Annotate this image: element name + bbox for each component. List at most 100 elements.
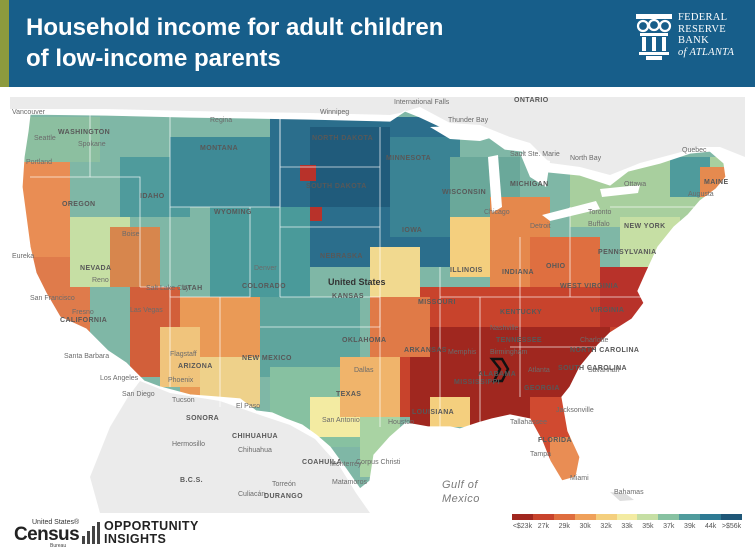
city-label: Flagstaff (170, 351, 197, 358)
state-label: COLORADO (242, 283, 287, 290)
city-label: El Paso (236, 403, 261, 410)
city-label: Bahamas (614, 489, 644, 496)
state-label: VIRGINIA (590, 307, 625, 314)
city-label: Augusta (688, 191, 714, 198)
city-label: Quebec (682, 147, 707, 154)
state-label: OHIO (546, 263, 566, 270)
state-label: TEXAS (336, 391, 362, 398)
legend-tick-label: <$23k (512, 523, 533, 530)
fed-logo-line: of ATLANTA (678, 46, 735, 58)
lake-ontario (600, 185, 640, 197)
state-label: WYOMING (214, 209, 252, 216)
oi-logo-text: OPPORTUNITY INSIGHTS (104, 520, 199, 546)
state-label: WEST VIRGINIA (560, 283, 619, 290)
state-label: CHIHUAHUA (232, 433, 278, 440)
city-label: Phoenix (168, 377, 194, 384)
fed-logo-line: BANK (678, 35, 709, 46)
us-commuting-zones (22, 111, 726, 489)
oi-logo-line1: OPPORTUNITY (104, 519, 199, 533)
state-label: MISSOURI (418, 299, 456, 306)
state-label: CALIFORNIA (60, 317, 108, 324)
state-label: NEW MEXICO (242, 355, 292, 362)
legend-color-bar (512, 514, 742, 520)
legend-tick-label: 37k (663, 523, 675, 530)
city-label: Tallahassee (510, 419, 547, 426)
city-label: Fresno (72, 309, 94, 316)
city-label: Miami (570, 475, 589, 482)
city-label: Culiacán (238, 491, 266, 498)
state-label: B.C.S. (180, 477, 204, 484)
legend-tick-label: 39k (684, 523, 696, 530)
city-label: Sault Ste. Marie (510, 151, 560, 158)
state-label: INDIANA (502, 269, 534, 276)
legend-swatch (512, 514, 533, 520)
water-label: Gulf of (442, 479, 478, 491)
city-label: Tampa (530, 451, 552, 458)
state-label: ALABAMA (478, 371, 517, 378)
legend-swatch (595, 514, 617, 520)
state-label: IDAHO (140, 193, 165, 200)
map-canvas (10, 97, 745, 513)
legend-swatch (658, 514, 680, 520)
legend-ticks: <$23k 27k 29k 30k 32k 33k 35k 37k 39k 44k >$56k (512, 523, 742, 530)
city-label: Portland (26, 159, 53, 166)
legend-swatch (553, 514, 575, 520)
city-label: Ottawa (624, 181, 647, 188)
state-label: DURANGO (264, 493, 303, 500)
city-label: Buffalo (588, 221, 610, 228)
state-label: ARIZONA (178, 363, 213, 370)
state-label: ARKANSAS (404, 347, 447, 354)
lake-huron (520, 153, 550, 187)
city-label: Regina (210, 117, 233, 124)
census-logo-bureau: Bureau (50, 543, 67, 549)
state-label: MAINE (704, 179, 729, 186)
city-label: Santa Barbara (64, 353, 110, 360)
fed-logo-line: RESERVE (678, 23, 726, 35)
state-label: MINNESOTA (386, 155, 432, 162)
census-logo-word: Census (14, 524, 80, 545)
choropleth-map[interactable]: Vancouver Seattle WASHINGTON Spokane Por… (10, 97, 745, 513)
city-label: Tucson (172, 397, 195, 404)
opportunity-insights-logo: OPPORTUNITY INSIGHTS (82, 520, 212, 550)
state-label: OKLAHOMA (342, 337, 387, 344)
city-label: Birmingham (490, 349, 528, 356)
lake-erie (542, 201, 600, 221)
oi-bars-icon (82, 522, 100, 544)
state-label: WASHINGTON (58, 129, 111, 136)
city-label: Seattle (34, 135, 56, 142)
state-label: SOUTH DAKOTA (306, 183, 367, 190)
state-label: KANSAS (332, 293, 364, 300)
legend-tick-label: >$56k (721, 523, 742, 530)
fed-seal-icon (636, 14, 672, 60)
legend-tick-label: 35k (642, 523, 654, 530)
state-label: IOWA (402, 227, 423, 234)
city-label: Winnipeg (320, 109, 350, 116)
legend-swatch (700, 514, 722, 520)
state-borders (30, 115, 710, 427)
state-label: ILLINOIS (450, 267, 483, 274)
legend-tick-label: 29k (558, 523, 570, 530)
state-label: NEVADA (80, 265, 112, 272)
water-label: Mexico (442, 493, 480, 505)
state-label: COAHUILA (302, 459, 343, 466)
state-label: MISSISSIPPI (454, 379, 501, 386)
state-label: UTAH (182, 285, 203, 292)
canada-land (10, 97, 745, 175)
city-label: Dallas (354, 367, 374, 374)
legend-tick-label: 44k (704, 523, 717, 530)
state-label: ONTARIO (514, 97, 549, 104)
city-label: San Francisco (30, 295, 75, 302)
state-label: OREGON (62, 201, 96, 208)
city-label: Thunder Bay (448, 117, 489, 124)
legend-tick-label: 27k (537, 523, 549, 530)
lake-superior (430, 125, 500, 141)
city-label: Salt Lake City (146, 285, 190, 292)
state-label: NEBRASKA (320, 253, 363, 260)
color-legend: <$23k 27k 29k 30k 32k 33k 35k 37k 39k 44k >$56k (512, 514, 742, 536)
city-label: Chicago (484, 209, 510, 216)
state-label: MONTANA (200, 145, 239, 152)
state-label: KENTUCKY (500, 309, 543, 316)
state-label: FLORIDA (538, 437, 572, 444)
city-label: Corpus Christi (356, 459, 401, 466)
city-label: Detroit (530, 223, 551, 230)
